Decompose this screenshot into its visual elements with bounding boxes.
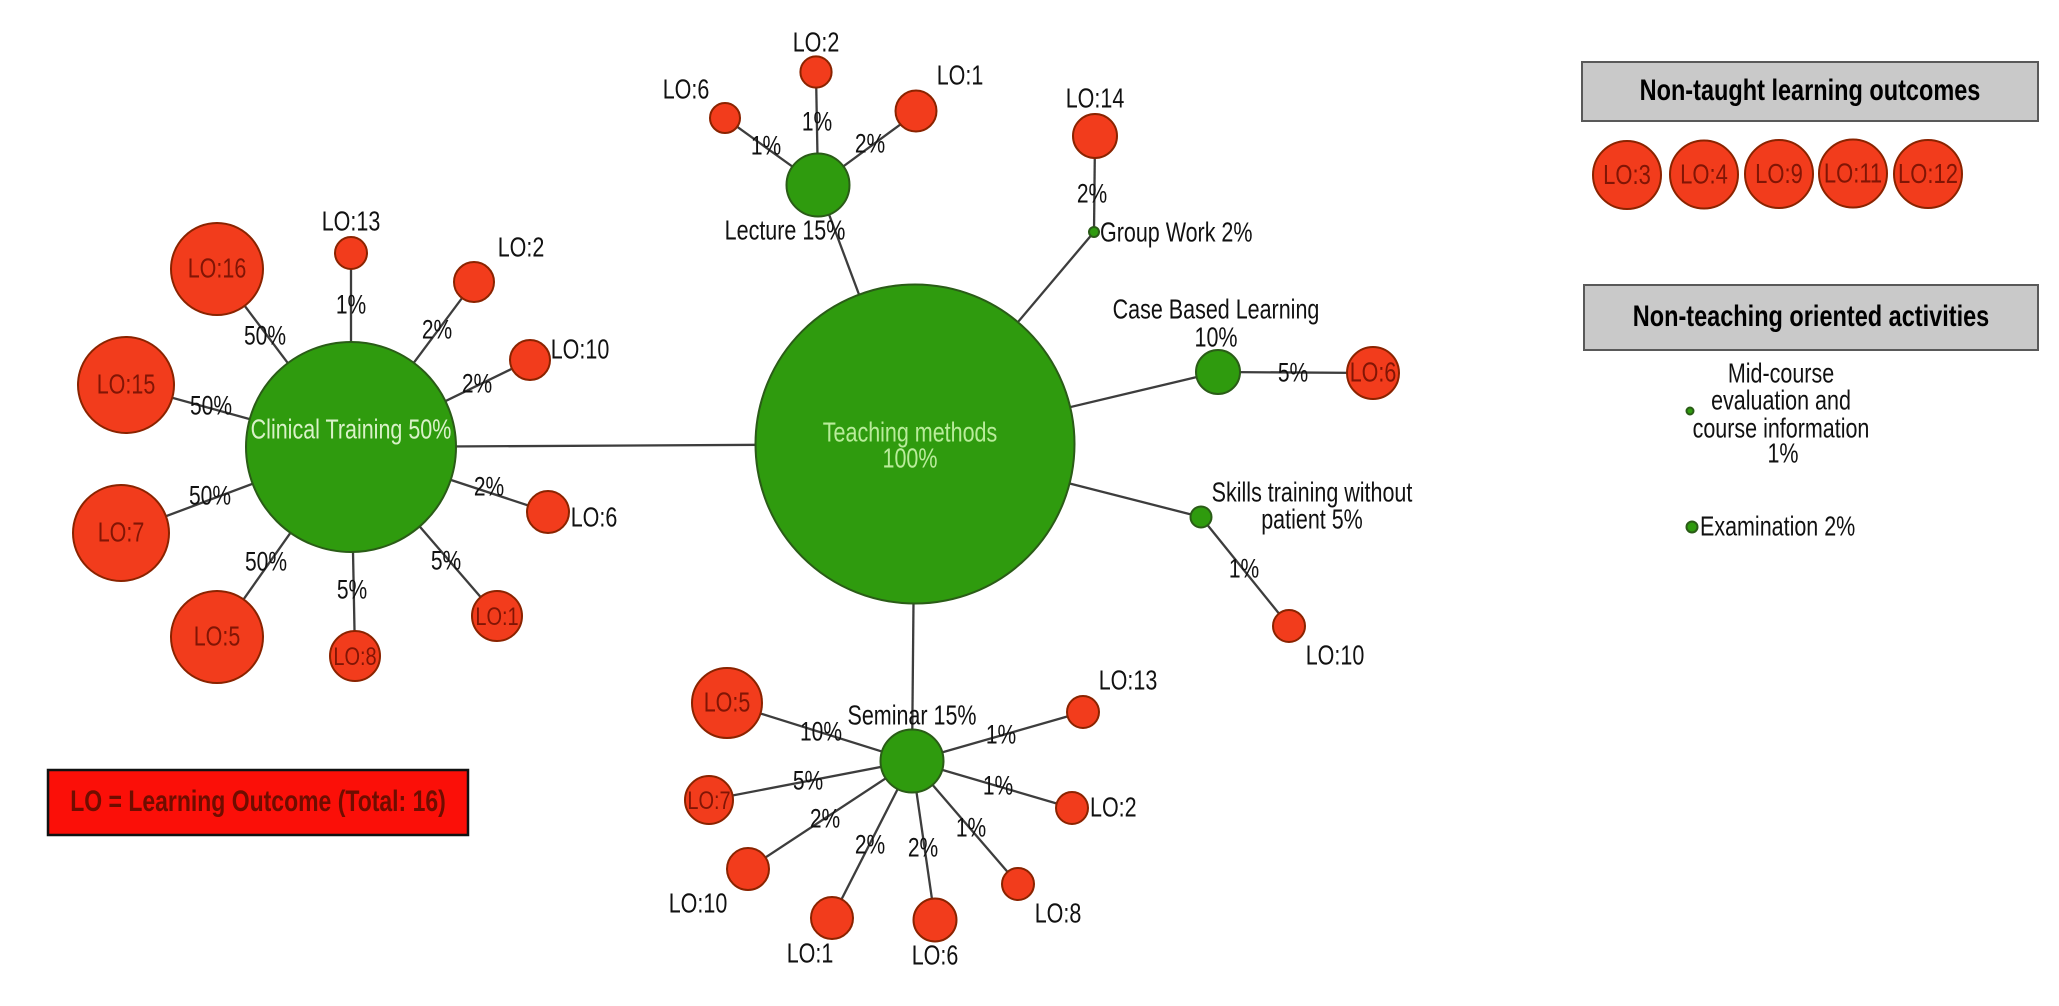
svg-text:LO:3: LO:3 [1603, 159, 1651, 190]
svg-text:1%: 1% [986, 720, 1016, 750]
svg-text:1%: 1% [336, 290, 366, 320]
svg-text:LO:1: LO:1 [787, 939, 834, 969]
svg-text:50%: 50% [244, 321, 286, 351]
svg-text:LO:7: LO:7 [687, 786, 730, 815]
svg-text:LO:8: LO:8 [333, 642, 376, 671]
svg-text:LO = Learning Outcome (Total:: LO = Learning Outcome (Total: 16) [70, 784, 446, 817]
svg-text:LO:9: LO:9 [1755, 158, 1803, 189]
svg-text:LO:6: LO:6 [571, 503, 618, 533]
svg-text:LO:5: LO:5 [194, 622, 241, 652]
svg-text:1%: 1% [751, 131, 781, 161]
svg-text:LO:8: LO:8 [1035, 899, 1082, 929]
svg-text:10%: 10% [800, 717, 842, 747]
svg-text:2%: 2% [908, 833, 938, 863]
svg-text:1%: 1% [1229, 554, 1259, 584]
svg-text:evaluation and: evaluation and [1711, 386, 1851, 416]
svg-text:LO:2: LO:2 [498, 233, 545, 263]
svg-text:2%: 2% [422, 315, 452, 345]
svg-text:Teaching methods: Teaching methods [823, 418, 997, 448]
svg-text:2%: 2% [462, 369, 492, 399]
svg-text:5%: 5% [337, 575, 367, 605]
svg-text:1%: 1% [802, 107, 832, 137]
svg-text:10%: 10% [1194, 323, 1237, 353]
svg-text:2%: 2% [810, 804, 840, 834]
svg-text:LO:10: LO:10 [1306, 641, 1365, 671]
svg-text:Skills training without: Skills training without [1212, 478, 1413, 508]
svg-text:LO:16: LO:16 [188, 254, 247, 284]
svg-text:LO:2: LO:2 [793, 28, 840, 58]
svg-text:LO:14: LO:14 [1066, 84, 1125, 114]
svg-text:1%: 1% [956, 813, 986, 843]
svg-text:Seminar 15%: Seminar 15% [847, 701, 976, 731]
svg-text:LO:15: LO:15 [97, 370, 156, 400]
svg-text:LO:1: LO:1 [937, 61, 984, 91]
svg-text:50%: 50% [190, 391, 232, 421]
svg-text:Clinical Training 50%: Clinical Training 50% [251, 415, 452, 445]
svg-text:patient 5%: patient 5% [1261, 505, 1363, 535]
svg-text:50%: 50% [189, 481, 231, 511]
svg-text:LO:1: LO:1 [475, 602, 518, 631]
svg-text:LO:2: LO:2 [1090, 793, 1137, 823]
svg-text:LO:6: LO:6 [1350, 358, 1397, 388]
svg-text:LO:13: LO:13 [1099, 666, 1158, 696]
svg-text:LO:6: LO:6 [663, 75, 710, 105]
svg-text:2%: 2% [855, 129, 885, 159]
svg-text:course information: course information [1693, 414, 1870, 444]
svg-text:LO:13: LO:13 [322, 207, 381, 237]
svg-text:Lecture 15%: Lecture 15% [725, 216, 846, 246]
svg-text:1%: 1% [1767, 439, 1798, 469]
svg-text:Mid-course: Mid-course [1728, 359, 1834, 389]
svg-text:5%: 5% [1278, 358, 1308, 388]
svg-text:2%: 2% [1077, 179, 1107, 209]
svg-text:LO:7: LO:7 [98, 518, 145, 548]
svg-text:Case Based Learning: Case Based Learning [1113, 295, 1320, 325]
svg-text:LO:11: LO:11 [1824, 158, 1882, 189]
svg-text:100%: 100% [883, 444, 938, 474]
svg-text:50%: 50% [245, 547, 287, 577]
svg-text:LO:5: LO:5 [704, 688, 751, 718]
svg-text:LO:12: LO:12 [1898, 158, 1958, 189]
svg-text:LO:10: LO:10 [551, 335, 610, 365]
svg-text:LO:4: LO:4 [1680, 159, 1728, 190]
svg-text:Group Work 2%: Group Work 2% [1100, 218, 1252, 248]
svg-text:Non-teaching oriented activiti: Non-teaching oriented activities [1633, 299, 1989, 332]
svg-text:LO:6: LO:6 [912, 941, 959, 971]
svg-text:5%: 5% [431, 546, 461, 576]
svg-text:2%: 2% [855, 830, 885, 860]
svg-text:Examination 2%: Examination 2% [1700, 512, 1855, 542]
svg-text:LO:10: LO:10 [669, 889, 728, 919]
svg-text:1%: 1% [983, 771, 1013, 801]
svg-text:Non-taught learning outcomes: Non-taught learning outcomes [1640, 73, 1981, 106]
svg-text:5%: 5% [793, 766, 823, 796]
svg-text:2%: 2% [474, 472, 504, 502]
